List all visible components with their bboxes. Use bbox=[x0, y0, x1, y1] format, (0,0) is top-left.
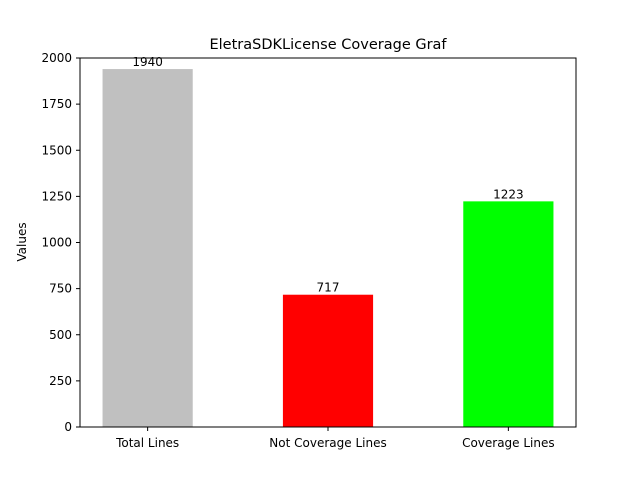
y-tick-label: 2000 bbox=[41, 51, 72, 65]
x-tick-label: Total Lines bbox=[115, 436, 179, 450]
bar-value-label: 1940 bbox=[132, 55, 163, 69]
y-tick-label: 1250 bbox=[41, 189, 72, 203]
y-tick-label: 0 bbox=[64, 420, 72, 434]
x-tick-label: Coverage Lines bbox=[462, 436, 555, 450]
bar-total-lines bbox=[103, 69, 193, 427]
y-tick-label: 1000 bbox=[41, 236, 72, 250]
bar-coverage-lines bbox=[463, 201, 553, 427]
bar-value-label: 717 bbox=[317, 281, 340, 295]
y-tick-label: 250 bbox=[49, 374, 72, 388]
chart-title: EletraSDKLicense Coverage Graf bbox=[209, 37, 447, 53]
y-tick-label: 750 bbox=[49, 282, 72, 296]
y-tick-label: 1750 bbox=[41, 97, 72, 111]
y-axis-label: Values bbox=[15, 222, 29, 261]
x-tick-label: Not Coverage Lines bbox=[269, 436, 386, 450]
x-axis-ticks: Total Lines Not Coverage Lines Coverage Li… bbox=[115, 427, 555, 450]
y-axis-ticks: 0 250 500 750 1000 1250 1500 1750 2000 bbox=[41, 51, 80, 434]
bars-layer bbox=[103, 69, 554, 427]
y-tick-label: 1500 bbox=[41, 143, 72, 157]
bar-value-label: 1223 bbox=[493, 187, 524, 201]
y-tick-label: 500 bbox=[49, 328, 72, 342]
bar-not-coverage-lines bbox=[283, 295, 373, 427]
